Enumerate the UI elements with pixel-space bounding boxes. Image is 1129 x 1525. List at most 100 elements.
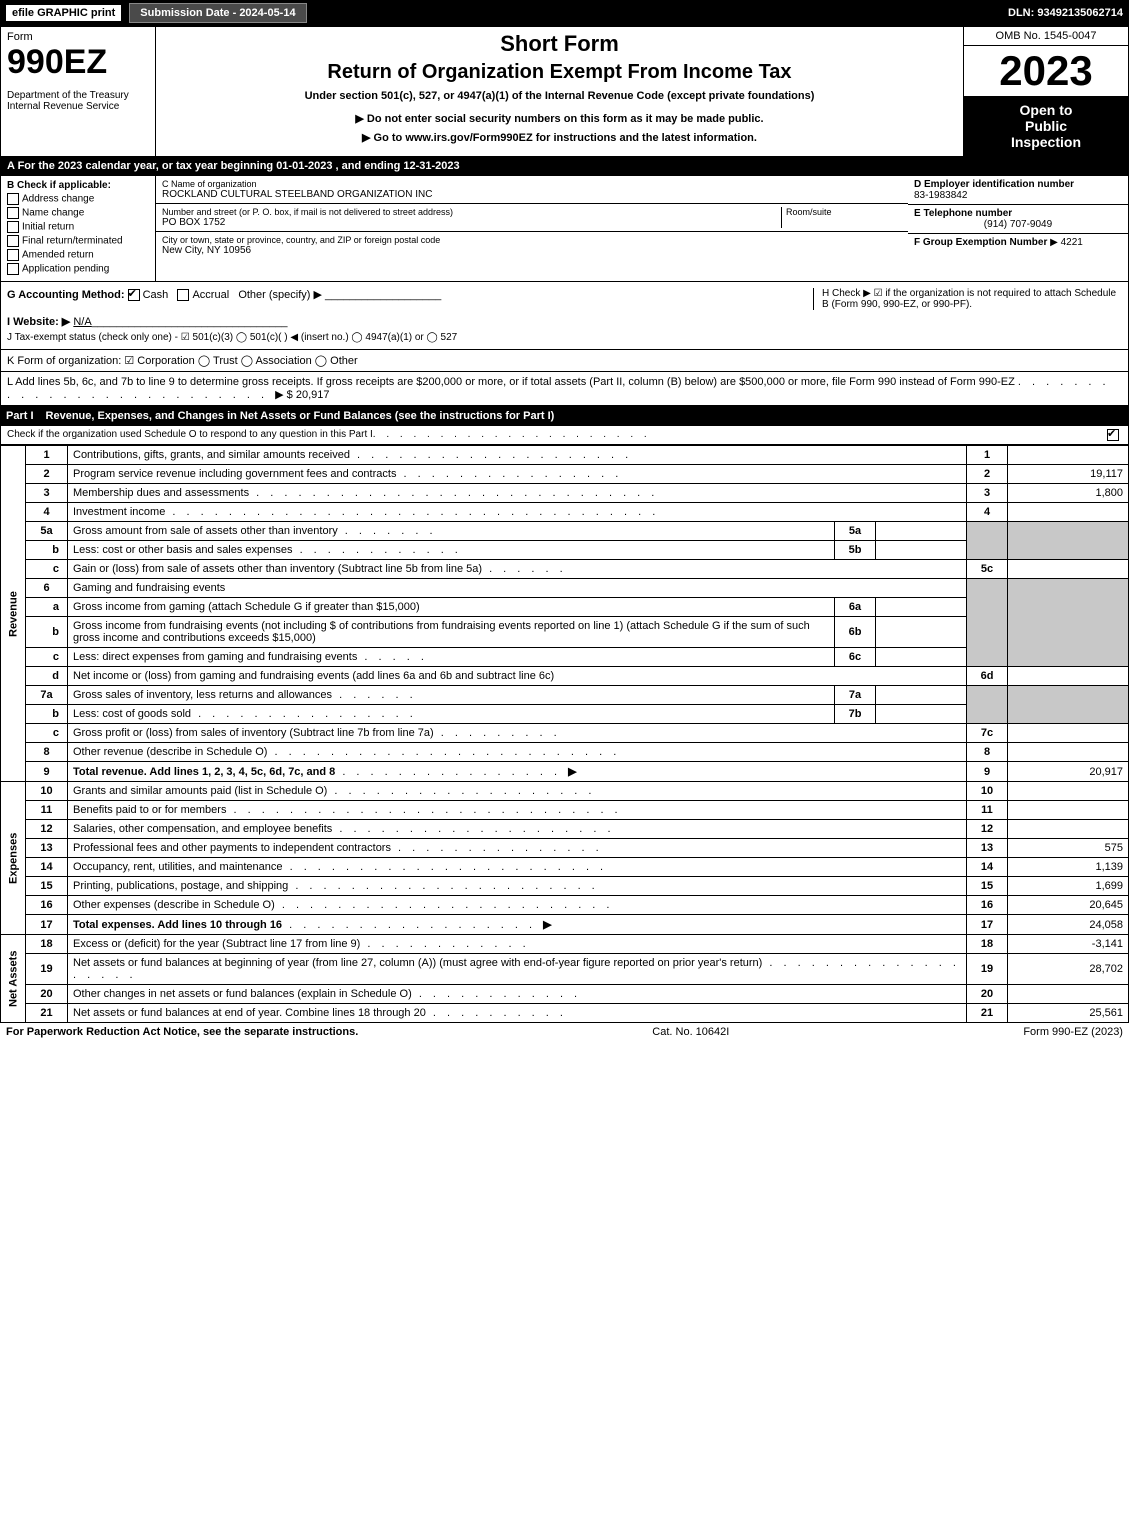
dln-number: DLN: 93492135062714 (1008, 7, 1123, 19)
line-l: L Add lines 5b, 6c, and 7b to line 9 to … (0, 372, 1129, 406)
group-label: F Group Exemption Number (914, 237, 1047, 248)
subtitle-2: ▶ Do not enter social security numbers o… (166, 112, 953, 125)
footer-left: For Paperwork Reduction Act Notice, see … (6, 1026, 358, 1038)
form-number: 990EZ (7, 43, 149, 82)
form-title-2: Return of Organization Exempt From Incom… (166, 61, 953, 84)
row-6d: d Net income or (loss) from gaming and f… (1, 667, 1129, 686)
chk-name-change[interactable]: Name change (7, 207, 149, 219)
city-row: City or town, state or province, country… (156, 232, 908, 259)
form-title-1: Short Form (166, 31, 953, 57)
line-i-label: I Website: ▶ (7, 316, 70, 328)
chk-amended-return[interactable]: Amended return (7, 249, 149, 261)
row-6: 6 Gaming and fundraising events (1, 579, 1129, 598)
ein-label: D Employer identification number (914, 179, 1122, 190)
street-label: Number and street (or P. O. box, if mail… (162, 207, 777, 217)
expenses-label: Expenses (1, 782, 26, 935)
row-6a: a Gross income from gaming (attach Sched… (1, 598, 1129, 617)
row-7a: 7a Gross sales of inventory, less return… (1, 686, 1129, 705)
line-j: J Tax-exempt status (check only one) - ☑… (7, 332, 1122, 343)
row-13: 13 Professional fees and other payments … (1, 839, 1129, 858)
irs-label: Internal Revenue Service (7, 101, 149, 112)
row-14: 14 Occupancy, rent, utilities, and maint… (1, 858, 1129, 877)
row-21: 21 Net assets or fund balances at end of… (1, 1004, 1129, 1023)
header-center: Short Form Return of Organization Exempt… (156, 27, 963, 156)
tel-value: (914) 707-9049 (914, 219, 1122, 230)
tel-row: E Telephone number (914) 707-9049 (908, 205, 1128, 234)
revenue-label: Revenue (1, 446, 26, 782)
chk-application-pending[interactable]: Application pending (7, 263, 149, 275)
row-1: Revenue 1 Contributions, gifts, grants, … (1, 446, 1129, 465)
lines-table: Revenue 1 Contributions, gifts, grants, … (0, 445, 1129, 1023)
ein-value: 83-1983842 (914, 190, 1122, 201)
city-label: City or town, state or province, country… (162, 235, 902, 245)
row-4: 4 Investment income . . . . . . . . . . … (1, 503, 1129, 522)
form-word: Form (7, 31, 149, 43)
row-6c: c Less: direct expenses from gaming and … (1, 648, 1129, 667)
org-name: ROCKLAND CULTURAL STEELBAND ORGANIZATION… (162, 189, 902, 200)
row-16: 16 Other expenses (describe in Schedule … (1, 896, 1129, 915)
part-1-checkbox[interactable] (1107, 429, 1122, 441)
footer-right: Form 990-EZ (2023) (1023, 1026, 1123, 1038)
street-row: Number and street (or P. O. box, if mail… (156, 204, 908, 232)
subtitle-1: Under section 501(c), 527, or 4947(a)(1)… (166, 90, 953, 102)
city-value: New City, NY 10956 (162, 245, 902, 256)
page-footer: For Paperwork Reduction Act Notice, see … (0, 1023, 1129, 1041)
netassets-label: Net Assets (1, 935, 26, 1023)
row-19: 19 Net assets or fund balances at beginn… (1, 954, 1129, 985)
part-1-sub-text: Check if the organization used Schedule … (7, 429, 373, 441)
footer-center: Cat. No. 10642I (652, 1026, 729, 1038)
row-20: 20 Other changes in net assets or fund b… (1, 985, 1129, 1004)
row-11: 11 Benefits paid to or for members . . .… (1, 801, 1129, 820)
org-name-row: C Name of organization ROCKLAND CULTURAL… (156, 176, 908, 204)
row-7c: c Gross profit or (loss) from sales of i… (1, 724, 1129, 743)
website-value: N/A (73, 316, 91, 328)
row-3: 3 Membership dues and assessments . . . … (1, 484, 1129, 503)
chk-cash[interactable] (128, 289, 140, 301)
subtitle-3: ▶ Go to www.irs.gov/Form990EZ for instru… (166, 131, 953, 144)
line-a-tax-year: A For the 2023 calendar year, or tax yea… (0, 157, 1129, 176)
line-h: H Check ▶ ☑ if the organization is not r… (813, 288, 1122, 310)
part-1-header: Part I Revenue, Expenses, and Changes in… (0, 406, 1129, 426)
row-5a: 5a Gross amount from sale of assets othe… (1, 522, 1129, 541)
room-label: Room/suite (782, 207, 902, 228)
group-value: ▶ 4221 (1050, 237, 1083, 248)
form-header: Form 990EZ Department of the Treasury In… (0, 26, 1129, 157)
row-18: Net Assets 18 Excess or (deficit) for th… (1, 935, 1129, 954)
row-9: 9 Total revenue. Add lines 1, 2, 3, 4, 5… (1, 762, 1129, 782)
dept-treasury: Department of the Treasury (7, 90, 149, 101)
inspection-line2: Public (968, 118, 1124, 134)
efile-badge: efile GRAPHIC print (6, 5, 121, 21)
box-c: C Name of organization ROCKLAND CULTURAL… (156, 176, 908, 281)
line-k: K Form of organization: ☑ Corporation ◯ … (0, 350, 1129, 372)
chk-accrual[interactable] (177, 289, 189, 301)
row-2: 2 Program service revenue including gove… (1, 465, 1129, 484)
tel-label: E Telephone number (914, 208, 1122, 219)
ein-row: D Employer identification number 83-1983… (908, 176, 1128, 205)
row-6b: b Gross income from fundraising events (… (1, 617, 1129, 648)
row-12: 12 Salaries, other compensation, and emp… (1, 820, 1129, 839)
row-15: 15 Printing, publications, postage, and … (1, 877, 1129, 896)
part-1-label: Part I (6, 410, 46, 422)
part-1-sub: Check if the organization used Schedule … (0, 426, 1129, 445)
row-5b: b Less: cost or other basis and sales ex… (1, 541, 1129, 560)
tax-year: 2023 (964, 46, 1128, 96)
chk-address-change[interactable]: Address change (7, 193, 149, 205)
group-row: F Group Exemption Number ▶ 4221 (908, 234, 1128, 251)
line-l-amount: ▶ $ 20,917 (275, 389, 329, 401)
row-10: Expenses 10 Grants and similar amounts p… (1, 782, 1129, 801)
row-7b: b Less: cost of goods sold . . . . . . .… (1, 705, 1129, 724)
chk-final-return[interactable]: Final return/terminated (7, 235, 149, 247)
omb-number: OMB No. 1545-0047 (964, 27, 1128, 46)
inspection-line1: Open to (968, 102, 1124, 118)
inspection-line3: Inspection (968, 134, 1124, 150)
row-8: 8 Other revenue (describe in Schedule O)… (1, 743, 1129, 762)
row-17: 17 Total expenses. Add lines 10 through … (1, 915, 1129, 935)
header-left: Form 990EZ Department of the Treasury In… (1, 27, 156, 156)
row-5c: c Gain or (loss) from sale of assets oth… (1, 560, 1129, 579)
part-1-title: Revenue, Expenses, and Changes in Net As… (46, 410, 555, 422)
line-i: I Website: ▶ N/A________________________… (7, 315, 1122, 328)
box-b-title: B Check if applicable: (7, 180, 149, 191)
chk-initial-return[interactable]: Initial return (7, 221, 149, 233)
submission-date: Submission Date - 2024-05-14 (129, 3, 306, 23)
box-b: B Check if applicable: Address change Na… (1, 176, 156, 281)
